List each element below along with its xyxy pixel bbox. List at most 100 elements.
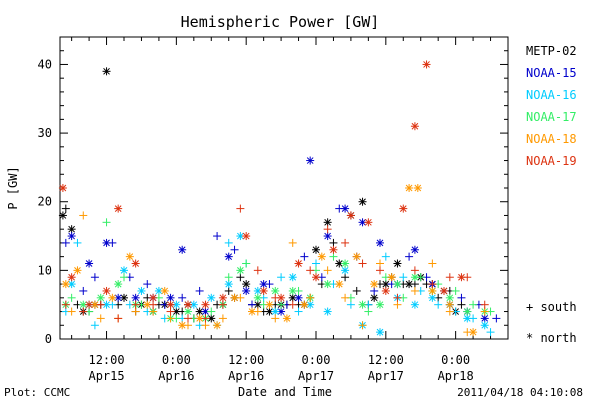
data-point-north bbox=[242, 232, 251, 241]
data-point-south bbox=[376, 266, 384, 275]
chart-title: Hemispheric Power [GW] bbox=[181, 13, 380, 31]
data-point-north bbox=[58, 184, 67, 192]
data-point-north bbox=[201, 307, 210, 316]
data-point-north bbox=[288, 286, 297, 295]
data-point-north bbox=[73, 266, 82, 275]
legend-entry: NOAA-15 bbox=[526, 66, 577, 80]
data-point-north bbox=[253, 293, 262, 302]
data-point-north bbox=[242, 286, 251, 295]
data-point-north bbox=[370, 280, 379, 289]
data-point-south bbox=[376, 259, 384, 268]
data-point-south bbox=[428, 280, 437, 289]
data-point-north bbox=[329, 245, 338, 254]
y-tick-label: 40 bbox=[38, 57, 52, 71]
data-point-south bbox=[248, 300, 256, 309]
data-point-south bbox=[236, 273, 245, 282]
data-point-south bbox=[410, 266, 419, 275]
data-point-north bbox=[480, 314, 489, 323]
data-point-south bbox=[149, 300, 158, 309]
data-point-north bbox=[102, 238, 111, 247]
data-point-north bbox=[137, 286, 146, 295]
data-point-south bbox=[312, 259, 320, 268]
data-point-north bbox=[224, 280, 233, 289]
data-point-south bbox=[224, 273, 233, 282]
data-point-north bbox=[410, 245, 419, 254]
data-point-south bbox=[79, 211, 88, 220]
data-point-south bbox=[143, 280, 152, 289]
data-point-south bbox=[79, 307, 88, 316]
data-point-north bbox=[172, 307, 181, 316]
data-point-south bbox=[329, 238, 338, 247]
data-point-north bbox=[323, 218, 332, 227]
legend-south-marker: + south bbox=[526, 300, 577, 314]
data-point-north bbox=[271, 307, 280, 316]
data-point-north bbox=[312, 273, 320, 282]
data-point-north bbox=[114, 204, 123, 213]
data-point-north bbox=[376, 328, 384, 337]
data-point-north bbox=[282, 314, 291, 323]
data-point-south bbox=[288, 238, 297, 247]
data-point-north bbox=[341, 266, 350, 275]
data-point-north bbox=[422, 60, 431, 69]
x-tick-label-time: 12:00 bbox=[228, 353, 264, 367]
y-axis: 0 10 20 30 40 bbox=[38, 36, 508, 346]
data-point-north bbox=[120, 266, 128, 275]
data-point-north bbox=[178, 321, 187, 330]
data-point-south bbox=[61, 300, 70, 309]
data-point-south bbox=[201, 314, 210, 323]
data-point-south bbox=[341, 273, 350, 282]
data-point-south bbox=[213, 232, 222, 241]
data-point-north bbox=[131, 293, 140, 302]
data-point-south bbox=[166, 314, 175, 323]
data-point-north bbox=[410, 273, 419, 282]
data-point-north bbox=[58, 211, 67, 220]
data-point-south bbox=[341, 293, 350, 302]
data-point-north bbox=[265, 300, 274, 309]
data-point-south bbox=[370, 286, 379, 295]
data-point-north bbox=[236, 266, 245, 275]
data-point-north bbox=[358, 197, 367, 206]
x-tick-label-date: Apr18 bbox=[438, 369, 474, 383]
data-point-south bbox=[393, 293, 402, 302]
data-point-south bbox=[253, 266, 262, 275]
data-point-south bbox=[428, 259, 437, 268]
data-point-north bbox=[323, 232, 332, 241]
data-point-north bbox=[67, 225, 76, 234]
x-tick-label-time: 0:00 bbox=[302, 353, 331, 367]
data-point-north bbox=[381, 286, 390, 295]
data-point-south bbox=[405, 252, 414, 261]
data-point-north bbox=[160, 286, 169, 295]
data-point-north bbox=[154, 286, 163, 295]
x-tick-label-date: Apr17 bbox=[298, 369, 334, 383]
data-point-north bbox=[230, 293, 239, 302]
data-point-south bbox=[131, 307, 140, 316]
data-point-south bbox=[218, 300, 227, 309]
data-point-south bbox=[67, 293, 76, 302]
data-point-south bbox=[79, 286, 88, 295]
data-point-north bbox=[312, 245, 320, 254]
x-tick-label-date: Apr15 bbox=[88, 369, 124, 383]
data-point-south bbox=[149, 307, 158, 316]
data-point-south bbox=[393, 300, 402, 309]
data-point-south bbox=[224, 238, 233, 247]
y-tick-label: 30 bbox=[38, 126, 52, 140]
data-point-south bbox=[288, 300, 297, 309]
data-point-south bbox=[346, 300, 355, 309]
data-point-north bbox=[201, 300, 210, 309]
data-point-south bbox=[457, 300, 466, 309]
data-point-south bbox=[61, 238, 70, 247]
data-point-north bbox=[96, 293, 105, 302]
data-point-south bbox=[294, 307, 303, 316]
legend-entry: NOAA-18 bbox=[526, 132, 577, 146]
data-point-north bbox=[405, 184, 414, 192]
data-point-north bbox=[381, 280, 390, 289]
data-point-north bbox=[242, 280, 251, 289]
data-point-north bbox=[102, 67, 111, 76]
data-point-south bbox=[236, 204, 245, 213]
data-point-north bbox=[114, 280, 123, 289]
data-point-north bbox=[376, 300, 384, 309]
data-point-north bbox=[271, 286, 280, 295]
data-point-north bbox=[346, 211, 355, 220]
data-point-south bbox=[218, 314, 227, 323]
